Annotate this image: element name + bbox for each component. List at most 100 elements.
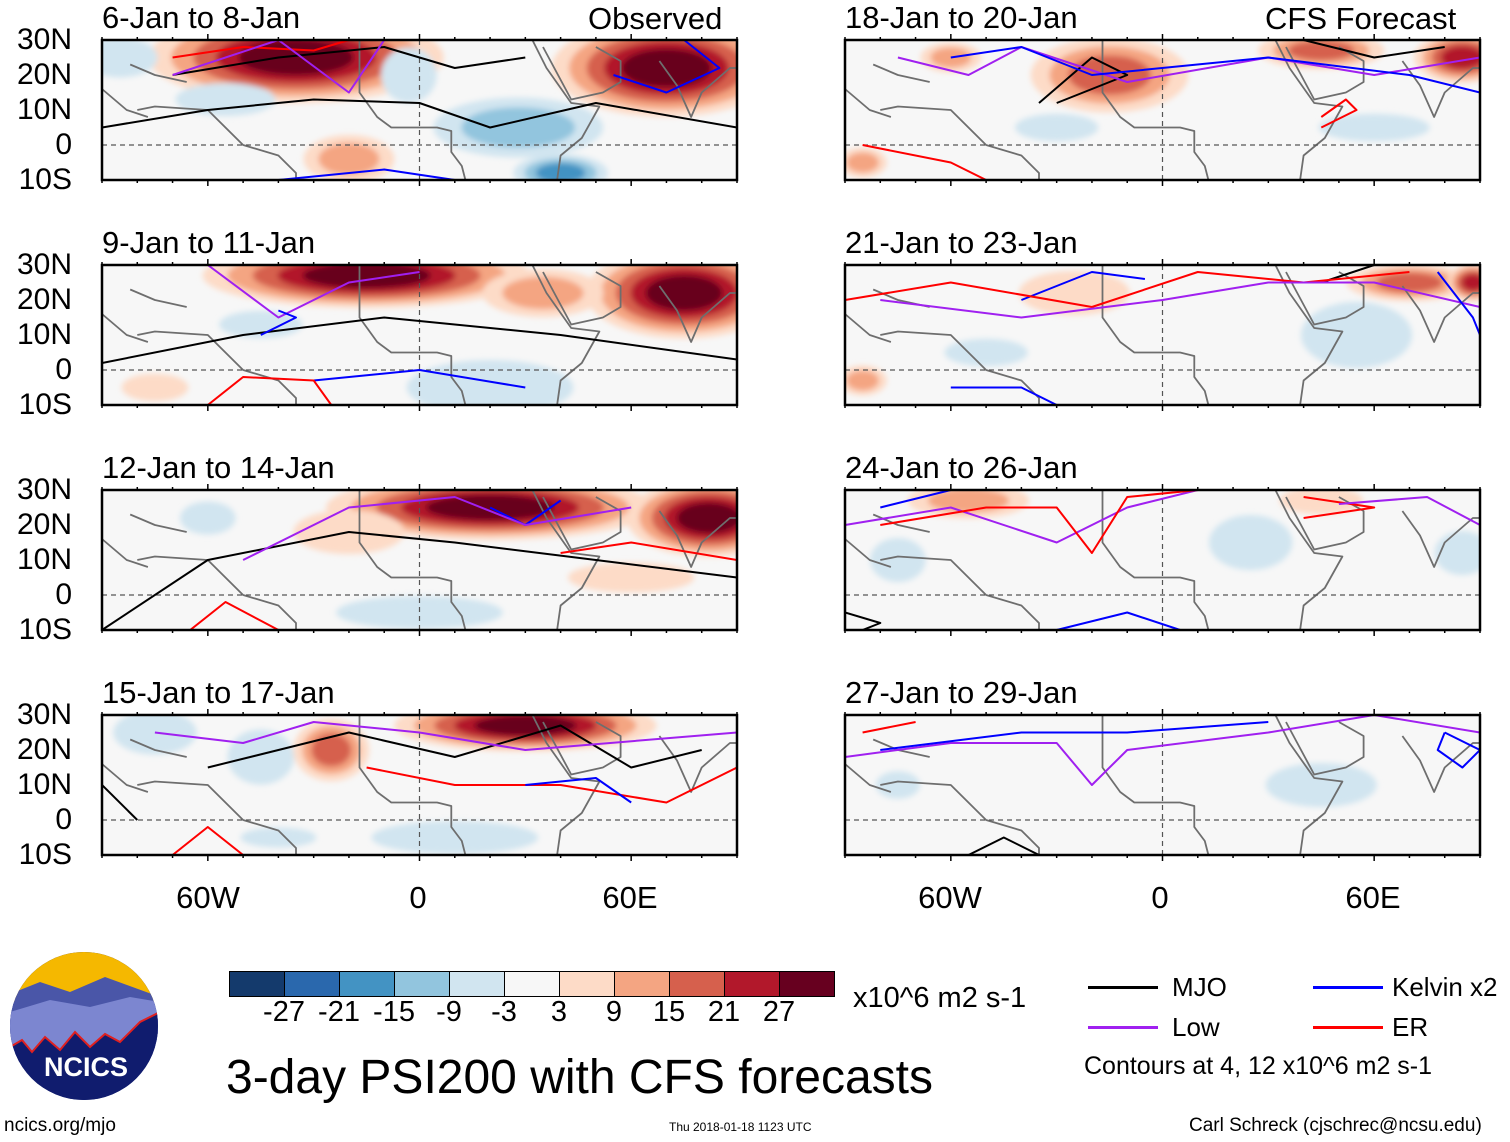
coastline bbox=[129, 513, 187, 533]
anomaly-shading bbox=[502, 276, 584, 310]
wave-contour bbox=[260, 309, 297, 336]
anomaly-shading bbox=[645, 275, 723, 311]
coastline bbox=[358, 265, 467, 405]
lon-label-left: 0 bbox=[409, 880, 427, 915]
lat-label: 10S bbox=[18, 388, 72, 421]
colorbar-swatch bbox=[449, 972, 504, 996]
colorbar-swatch bbox=[614, 972, 669, 996]
coastline bbox=[1274, 265, 1344, 405]
anomaly-shading bbox=[113, 715, 197, 755]
colorbar-swatch bbox=[504, 972, 559, 996]
figure-title: 3-day PSI200 with CFS forecasts bbox=[226, 1051, 933, 1104]
coastline bbox=[658, 285, 737, 343]
wave-contour bbox=[207, 376, 333, 405]
wave-contour bbox=[880, 281, 1480, 319]
psi200-map bbox=[843, 484, 1482, 636]
coastline bbox=[880, 780, 1040, 855]
colorbar-tick: 15 bbox=[652, 996, 686, 1028]
lat-label: 10S bbox=[18, 613, 72, 646]
wave-contour bbox=[154, 721, 737, 751]
wave-contour bbox=[1038, 56, 1129, 104]
legend-low: Low bbox=[1172, 1012, 1220, 1042]
lat-label: 20N bbox=[16, 283, 72, 316]
colorbar-swatch bbox=[779, 972, 834, 996]
coastline bbox=[358, 490, 467, 630]
coastline bbox=[358, 715, 467, 855]
coastline bbox=[542, 496, 622, 551]
contours-note: Contours at 4, 12 x10^6 m2 s-1 bbox=[1084, 1052, 1433, 1080]
wave-contour bbox=[1338, 496, 1480, 526]
colorbar-swatch bbox=[230, 972, 284, 996]
legend-mjo-line bbox=[1088, 986, 1158, 989]
psi200-map bbox=[843, 34, 1482, 186]
panel-title: 9-Jan to 11-Jan bbox=[102, 225, 316, 260]
anomaly-shading bbox=[567, 562, 695, 593]
anomaly-shading bbox=[944, 338, 1028, 367]
colorbar-tick: -3 bbox=[491, 996, 517, 1028]
anomaly-shading bbox=[219, 310, 303, 339]
anomaly-shading bbox=[180, 501, 236, 535]
anomaly-shading bbox=[1318, 113, 1430, 142]
footer-timestamp: Thu 2018-01-18 1123 UTC bbox=[669, 1120, 812, 1134]
coastline bbox=[531, 40, 601, 180]
coastline bbox=[129, 738, 187, 758]
wave-contour bbox=[880, 721, 1269, 751]
panel-title: 27-Jan to 29-Jan bbox=[845, 675, 1078, 710]
lat-label: 10N bbox=[16, 93, 72, 126]
lon-label-left: 60W bbox=[176, 880, 240, 915]
coastline bbox=[872, 63, 930, 83]
wave-contour bbox=[525, 777, 632, 804]
coastline bbox=[1285, 46, 1365, 101]
anomaly-shading bbox=[474, 715, 577, 736]
legend-kelvin: Kelvin x2 bbox=[1392, 972, 1498, 1002]
colorbar-units: x10^6 m2 s-1 bbox=[853, 982, 1027, 1014]
coastline bbox=[102, 88, 149, 118]
colorbar-swatch bbox=[394, 972, 449, 996]
coastline bbox=[531, 265, 601, 405]
lat-label: 10N bbox=[16, 768, 72, 801]
coastline bbox=[1285, 721, 1365, 776]
colorbar bbox=[229, 971, 835, 997]
coastline bbox=[845, 763, 892, 793]
wave-contour bbox=[613, 40, 721, 94]
coastline bbox=[1101, 40, 1210, 180]
colorbar-tick: -9 bbox=[436, 996, 462, 1028]
coastline bbox=[1101, 490, 1210, 630]
footer-url[interactable]: ncics.org/mjo bbox=[4, 1115, 116, 1136]
observed-label: Observed bbox=[588, 1, 723, 36]
wave-contour bbox=[1056, 611, 1181, 630]
coastline bbox=[129, 288, 187, 308]
lat-label: 20N bbox=[16, 508, 72, 541]
anomaly-shading bbox=[240, 827, 317, 848]
coastline bbox=[531, 490, 601, 630]
panel-title: 18-Jan to 20-Jan bbox=[845, 0, 1078, 35]
lat-label: 0 bbox=[55, 128, 72, 161]
footer-author: Carl Schreck (cjschrec@ncsu.edu) bbox=[1189, 1115, 1482, 1136]
anomaly-shading bbox=[1300, 301, 1413, 369]
coastline bbox=[542, 46, 622, 101]
anomaly-shading bbox=[1434, 530, 1480, 576]
anomaly-shading bbox=[238, 40, 354, 76]
wave-contour bbox=[172, 40, 350, 59]
lat-label: 20N bbox=[16, 733, 72, 766]
coastline bbox=[137, 105, 297, 180]
wave-contour bbox=[207, 265, 420, 319]
anomaly-shading bbox=[1265, 762, 1377, 808]
anomaly-shading bbox=[875, 771, 921, 799]
lat-label: 30N bbox=[16, 698, 72, 731]
lon-label-right: 0 bbox=[1151, 880, 1169, 915]
coastline bbox=[880, 330, 1040, 405]
wave-contour bbox=[1320, 98, 1358, 129]
panel-title: 15-Jan to 17-Jan bbox=[102, 675, 335, 710]
colorbar-tick: 9 bbox=[605, 996, 623, 1028]
anomaly-shading bbox=[381, 47, 437, 103]
wave-contour bbox=[207, 724, 702, 769]
anomaly-shading bbox=[1208, 514, 1293, 571]
coastline bbox=[1285, 271, 1365, 326]
colorbar-tick: -21 bbox=[318, 996, 360, 1028]
wave-contour bbox=[172, 40, 386, 94]
wave-contour bbox=[102, 784, 139, 821]
coastline bbox=[1401, 285, 1480, 343]
coastline bbox=[1401, 510, 1480, 568]
anomaly-shading bbox=[461, 107, 576, 148]
